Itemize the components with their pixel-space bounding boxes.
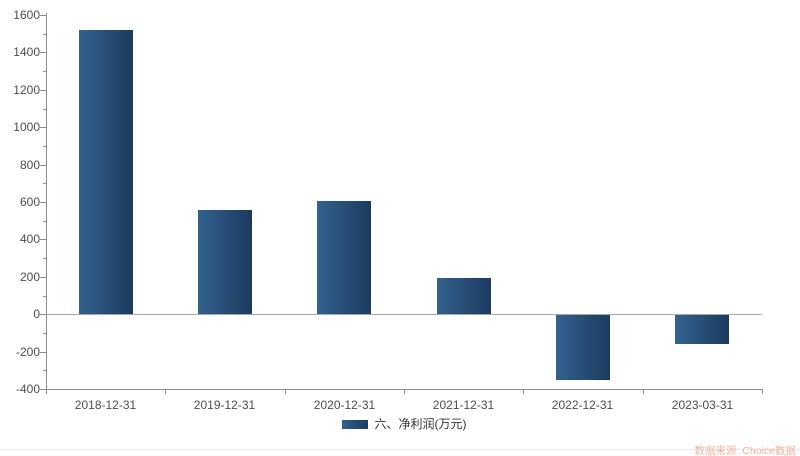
y-axis-label: -200 bbox=[15, 345, 40, 359]
y-axis-tick-minor bbox=[43, 370, 46, 371]
legend-swatch-icon bbox=[341, 419, 368, 429]
y-axis-label: 200 bbox=[19, 270, 40, 284]
y-axis-tick-minor bbox=[43, 333, 46, 334]
y-axis-label: 1000 bbox=[13, 120, 40, 134]
x-axis-tick bbox=[46, 389, 47, 394]
y-axis-label: -400 bbox=[15, 382, 40, 396]
bar-2023-03-31[interactable] bbox=[675, 315, 729, 344]
y-axis-label: 800 bbox=[19, 158, 40, 172]
bar-2022-12-31[interactable] bbox=[556, 315, 610, 380]
y-axis-tick-major bbox=[40, 90, 46, 91]
y-axis-tick-minor bbox=[43, 109, 46, 110]
y-axis-tick-major bbox=[40, 15, 46, 16]
y-axis-label: 0 bbox=[33, 307, 40, 321]
y-axis-tick-major bbox=[40, 389, 46, 390]
x-axis-tick bbox=[285, 389, 286, 394]
y-axis-label: 1400 bbox=[13, 45, 40, 59]
bar-2021-12-31[interactable] bbox=[437, 278, 491, 314]
y-axis-tick-major bbox=[40, 239, 46, 240]
y-axis-tick-minor bbox=[43, 183, 46, 184]
zero-baseline bbox=[46, 314, 762, 315]
x-axis-label: 2021-12-31 bbox=[432, 398, 495, 412]
y-axis-line bbox=[46, 13, 47, 389]
y-axis-tick-minor bbox=[43, 221, 46, 222]
y-axis-tick-minor bbox=[43, 258, 46, 259]
y-axis-label: 1200 bbox=[13, 83, 40, 97]
y-axis-tick-minor bbox=[43, 146, 46, 147]
y-axis-tick-minor bbox=[43, 34, 46, 35]
x-axis-tick bbox=[523, 389, 524, 394]
y-axis-tick-minor bbox=[43, 296, 46, 297]
bar-2020-12-31[interactable] bbox=[317, 201, 371, 314]
x-axis-tick bbox=[404, 389, 405, 394]
x-axis-label: 2023-03-31 bbox=[671, 398, 734, 412]
y-axis-tick-major bbox=[40, 314, 46, 315]
x-axis-label: 2020-12-31 bbox=[313, 398, 376, 412]
x-axis-label: 2022-12-31 bbox=[551, 398, 614, 412]
y-axis-tick-major bbox=[40, 127, 46, 128]
x-axis-tick bbox=[643, 389, 644, 394]
bar-2018-12-31[interactable] bbox=[79, 30, 133, 314]
y-axis-tick-major bbox=[40, 52, 46, 53]
y-axis-tick-minor bbox=[43, 71, 46, 72]
bar-2019-12-31[interactable] bbox=[198, 210, 252, 314]
y-axis-label: 1600 bbox=[13, 8, 40, 22]
x-axis-tick bbox=[762, 389, 763, 394]
y-axis-tick-major bbox=[40, 202, 46, 203]
y-axis-label: 400 bbox=[19, 232, 40, 246]
y-axis-tick-major bbox=[40, 352, 46, 353]
x-axis-label: 2019-12-31 bbox=[193, 398, 256, 412]
bottom-divider bbox=[0, 449, 800, 450]
data-source-label: 数据来源: Choice数据 bbox=[694, 445, 796, 456]
legend[interactable]: 六、净利润(万元) bbox=[46, 417, 762, 431]
y-axis-label: 600 bbox=[19, 195, 40, 209]
legend-label: 六、净利润(万元) bbox=[374, 417, 467, 431]
y-axis-tick-major bbox=[40, 277, 46, 278]
x-axis-tick bbox=[165, 389, 166, 394]
y-axis-tick-major bbox=[40, 165, 46, 166]
x-axis-label: 2018-12-31 bbox=[74, 398, 137, 412]
